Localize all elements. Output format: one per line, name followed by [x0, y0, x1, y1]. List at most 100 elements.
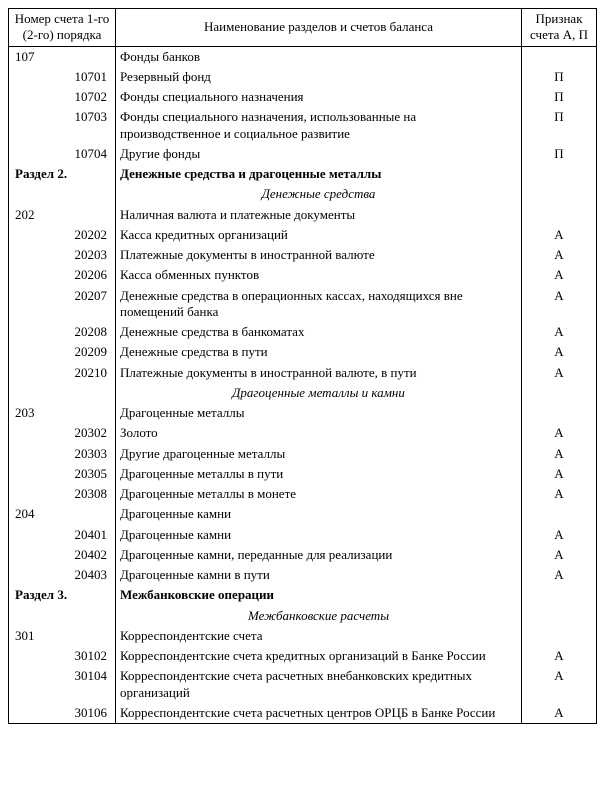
cell-number: 203	[9, 403, 116, 423]
table-row: 20210Платежные документы в иностранной в…	[9, 363, 597, 383]
header-name: Наименование разделов и счетов баланса	[116, 9, 522, 47]
table-row: 20401Драгоценные камниА	[9, 525, 597, 545]
cell-number	[9, 184, 116, 204]
cell-number: 301	[9, 626, 116, 646]
table-row: 107Фонды банков	[9, 46, 597, 67]
cell-number: 10704	[9, 144, 116, 164]
table-row: 20302ЗолотоА	[9, 423, 597, 443]
cell-name: Драгоценные камни, переданные для реализ…	[116, 545, 522, 565]
cell-sign	[522, 205, 597, 225]
cell-name: Денежные средства в операционных кассах,…	[116, 286, 522, 323]
table-row: 30102Корреспондентские счета кредитных о…	[9, 646, 597, 666]
cell-sign: А	[522, 666, 597, 703]
cell-sign: А	[522, 363, 597, 383]
cell-name: Драгоценные камни	[116, 525, 522, 545]
cell-name: Платежные документы в иностранной валюте	[116, 245, 522, 265]
cell-name: Золото	[116, 423, 522, 443]
cell-sign: А	[522, 322, 597, 342]
cell-name: Платежные документы в иностранной валюте…	[116, 363, 522, 383]
cell-sign: А	[522, 525, 597, 545]
cell-sign	[522, 46, 597, 67]
cell-number: 20202	[9, 225, 116, 245]
cell-number: 20203	[9, 245, 116, 265]
cell-number: 20302	[9, 423, 116, 443]
table-header-row: Номер счета 1-го (2-го) порядка Наименов…	[9, 9, 597, 47]
table-row: 20208Денежные средства в банкоматахА	[9, 322, 597, 342]
cell-name: Касса обменных пунктов	[116, 265, 522, 285]
cell-sign: А	[522, 484, 597, 504]
cell-name: Денежные средства в банкоматах	[116, 322, 522, 342]
cell-name: Драгоценные металлы	[116, 403, 522, 423]
cell-name: Наличная валюта и платежные документы	[116, 205, 522, 225]
cell-name: Межбанковские операции	[116, 585, 522, 605]
cell-name: Драгоценные камни	[116, 504, 522, 524]
cell-sign: А	[522, 286, 597, 323]
table-row: Раздел 3.Межбанковские операции	[9, 585, 597, 605]
cell-number: 20403	[9, 565, 116, 585]
cell-number: 20401	[9, 525, 116, 545]
cell-name: Фонды банков	[116, 46, 522, 67]
cell-number: 20210	[9, 363, 116, 383]
cell-name: Касса кредитных организаций	[116, 225, 522, 245]
table-row: 20305Драгоценные металлы в путиА	[9, 464, 597, 484]
cell-number: 20208	[9, 322, 116, 342]
cell-name: Другие драгоценные металлы	[116, 444, 522, 464]
table-row: 30104Корреспондентские счета расчетных в…	[9, 666, 597, 703]
table-row: Раздел 2.Денежные средства и драгоценные…	[9, 164, 597, 184]
cell-name: Денежные средства и драгоценные металлы	[116, 164, 522, 184]
table-row: 301Корреспондентские счета	[9, 626, 597, 646]
cell-sign	[522, 403, 597, 423]
table-row: Денежные средства	[9, 184, 597, 204]
cell-number: 30104	[9, 666, 116, 703]
cell-number: 20308	[9, 484, 116, 504]
cell-sign: А	[522, 646, 597, 666]
cell-sign	[522, 504, 597, 524]
cell-sign: А	[522, 342, 597, 362]
cell-sign	[522, 164, 597, 184]
cell-sign: П	[522, 87, 597, 107]
cell-name: Корреспондентские счета	[116, 626, 522, 646]
cell-sign	[522, 184, 597, 204]
cell-number	[9, 383, 116, 403]
cell-number: 10701	[9, 67, 116, 87]
cell-number: Раздел 2.	[9, 164, 116, 184]
cell-number: 10703	[9, 107, 116, 144]
table-row: 10704Другие фондыП	[9, 144, 597, 164]
cell-name: Денежные средства в пути	[116, 342, 522, 362]
cell-name: Фонды специального назначения, использов…	[116, 107, 522, 144]
cell-sign: А	[522, 423, 597, 443]
cell-name: Корреспондентские счета расчетных центро…	[116, 703, 522, 724]
cell-number: Раздел 3.	[9, 585, 116, 605]
cell-sign: А	[522, 565, 597, 585]
header-sign: Признак счета А, П	[522, 9, 597, 47]
table-row: 10703Фонды специального назначения, испо…	[9, 107, 597, 144]
table-row: 20308Драгоценные металлы в монетеА	[9, 484, 597, 504]
table-row: 10702Фонды специального назначенияП	[9, 87, 597, 107]
table-row: 202Наличная валюта и платежные документы	[9, 205, 597, 225]
cell-number: 20207	[9, 286, 116, 323]
cell-sign: А	[522, 265, 597, 285]
cell-number: 20209	[9, 342, 116, 362]
cell-name: Драгоценные металлы в пути	[116, 464, 522, 484]
cell-sign: П	[522, 144, 597, 164]
cell-sign: П	[522, 67, 597, 87]
cell-name: Драгоценные металлы в монете	[116, 484, 522, 504]
cell-number	[9, 606, 116, 626]
cell-name: Резервный фонд	[116, 67, 522, 87]
cell-sign: А	[522, 225, 597, 245]
cell-number: 107	[9, 46, 116, 67]
cell-number: 20206	[9, 265, 116, 285]
cell-number: 10702	[9, 87, 116, 107]
cell-name: Корреспондентские счета расчетных внебан…	[116, 666, 522, 703]
table-row: 203Драгоценные металлы	[9, 403, 597, 423]
cell-name: Межбанковские расчеты	[116, 606, 522, 626]
header-number: Номер счета 1-го (2-го) порядка	[9, 9, 116, 47]
cell-number: 20402	[9, 545, 116, 565]
cell-sign: А	[522, 703, 597, 724]
cell-sign: А	[522, 245, 597, 265]
table-row: 20203Платежные документы в иностранной в…	[9, 245, 597, 265]
cell-sign: А	[522, 464, 597, 484]
cell-name: Другие фонды	[116, 144, 522, 164]
cell-name: Корреспондентские счета кредитных органи…	[116, 646, 522, 666]
cell-name: Драгоценные металлы и камни	[116, 383, 522, 403]
